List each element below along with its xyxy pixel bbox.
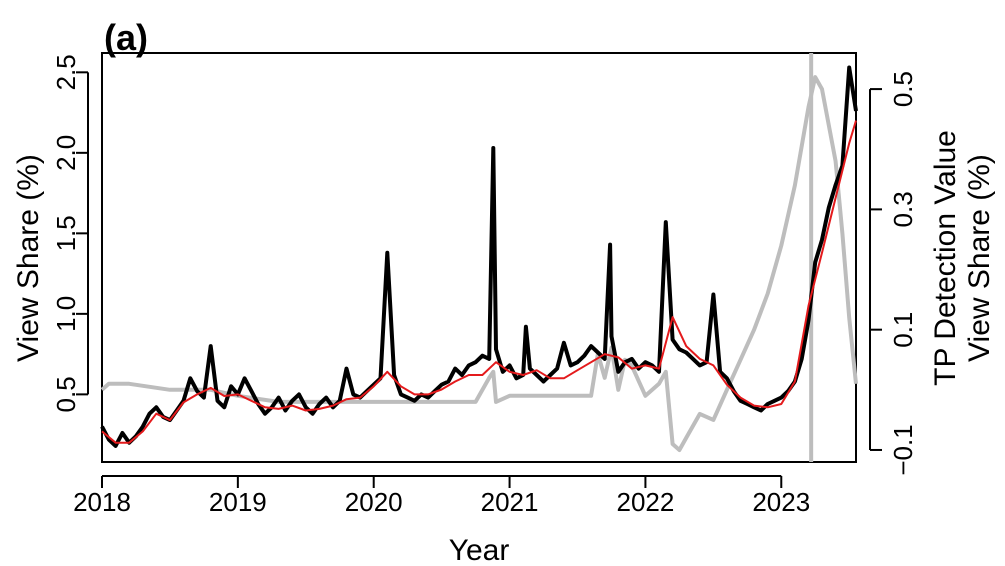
x-tick-label: 2020 [345,487,403,517]
y-right-tick-label: 0.3 [888,191,918,227]
view-share-raw-line [100,65,858,448]
x-axis-label: Year [449,534,510,566]
y-right-tick-label: 0.5 [888,71,918,107]
panel-label: (a) [104,17,148,58]
x-tick-label: 2018 [73,487,131,517]
y-axis-left: 0.5 1.0 1.5 2.0 2.5 [51,54,89,412]
plot-frame [101,52,857,463]
y-right-tick-label: 0.1 [888,312,918,348]
y-axis-right-label-line2: View Share (%) [963,154,996,362]
y-axis-right: −0.1 0.1 0.3 0.5 [869,71,918,476]
y-tick-label: 1.0 [51,296,81,332]
y-tick-label: 2.5 [51,54,81,90]
y-axis-right-label-line1: TP Detection Value [929,130,962,386]
series-layer [100,53,858,462]
x-tick-label: 2021 [481,487,539,517]
view-share-smooth-line [101,120,857,444]
x-tick-label: 2023 [752,487,810,517]
y-right-tick-label: −0.1 [888,424,918,475]
y-tick-label: 0.5 [51,376,81,412]
y-axis-label: View Share (%) [12,154,45,362]
x-axis: 2018 2019 2020 2021 2022 2023 [73,475,810,517]
y-tick-label: 2.0 [51,135,81,171]
y-tick-label: 1.5 [51,215,81,251]
x-tick-label: 2022 [617,487,675,517]
x-tick-label: 2019 [209,487,267,517]
tp-detection-line [100,75,858,452]
